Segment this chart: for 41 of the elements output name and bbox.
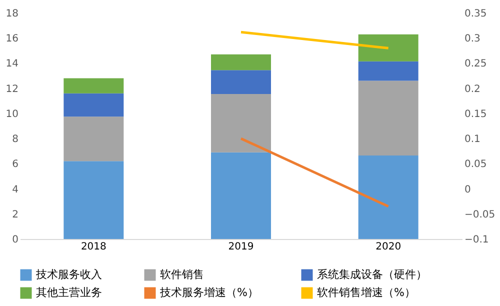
- bar: [64, 93, 124, 117]
- y-tick-label: 18: [6, 8, 18, 20]
- y-tick-label: 12: [6, 84, 18, 95]
- bar: [358, 34, 418, 62]
- legend-label: 软件销售增速（%）: [317, 286, 416, 299]
- bar: [64, 116, 124, 162]
- bar: [358, 61, 418, 81]
- bar: [211, 70, 271, 94]
- legend-label: 技术服务收入: [35, 268, 102, 281]
- y2-tick-label: 0.25: [464, 58, 487, 70]
- x-tick-label: 2020: [376, 242, 402, 252]
- y-tick-label: 8: [12, 134, 18, 146]
- legend-label: 软件销售: [160, 268, 204, 281]
- y2-tick-label: 0: [464, 184, 471, 196]
- y-tick-label: 2: [12, 209, 18, 220]
- y-tick-label: 10: [6, 108, 18, 120]
- x-tick-label: 2018: [80, 242, 106, 252]
- y2-tick-label: 0.35: [464, 8, 487, 20]
- y-tick-label: 14: [6, 58, 18, 70]
- bar: [64, 78, 124, 94]
- legend-label: 系统集成设备（硬件）: [317, 268, 427, 281]
- y-tick-label: 4: [12, 184, 18, 196]
- bar: [211, 94, 271, 152]
- bar: [211, 152, 271, 239]
- legend-label: 技术服务增速（%）: [159, 286, 258, 299]
- y2-tick-label: −0.1: [464, 234, 489, 246]
- y2-tick-label: 0.15: [464, 108, 487, 120]
- bar: [211, 54, 271, 70]
- legend-label: 其他主营业务: [36, 286, 102, 299]
- y2-tick-label: 0.1: [464, 134, 480, 146]
- y2-tick-label: 0.3: [464, 34, 480, 45]
- y-tick-label: 0: [12, 234, 18, 246]
- y-tick-label: 16: [6, 34, 18, 45]
- bar: [358, 156, 418, 239]
- bar: [358, 80, 418, 156]
- y2-tick-label: 0.2: [464, 84, 480, 95]
- x-tick-label: 2019: [228, 242, 254, 252]
- y2-tick-label: 0.05: [464, 159, 487, 170]
- y2-tick-label: −0.05: [464, 209, 496, 220]
- y-tick-label: 6: [12, 159, 18, 170]
- bar: [64, 161, 124, 239]
